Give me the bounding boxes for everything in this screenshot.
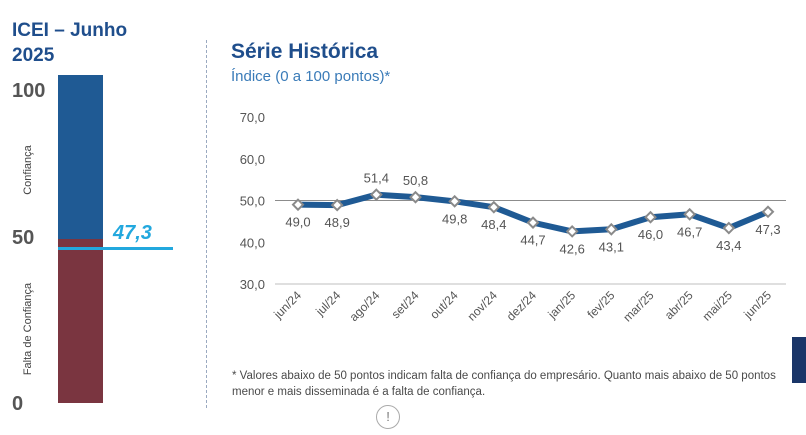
data-label: 46,7 xyxy=(677,224,702,239)
data-point xyxy=(369,188,383,202)
data-label: 48,4 xyxy=(481,217,506,232)
data-label: 49,8 xyxy=(442,211,467,226)
data-point xyxy=(761,205,775,219)
data-point xyxy=(448,194,462,208)
data-point xyxy=(644,210,657,224)
data-point xyxy=(565,224,579,238)
x-tick-label: mai/25 xyxy=(700,288,736,324)
data-point xyxy=(487,200,501,214)
gauge-value-label: 47,3 xyxy=(113,221,152,244)
footnote: * Valores abaixo de 50 pontos indicam fa… xyxy=(232,370,776,398)
x-tick-label: out/24 xyxy=(427,288,461,322)
gauge-confidence-label: Confiança xyxy=(22,145,34,195)
gauge-min-label: 0 xyxy=(12,393,24,415)
panel-divider xyxy=(206,40,207,408)
data-label: 48,9 xyxy=(325,215,350,230)
gauge-no-confidence-bar xyxy=(58,239,103,403)
panel-title: ICEI – Junho 2025 xyxy=(12,18,152,68)
panel-title-line2: 2025 xyxy=(12,45,55,66)
gauge-value-marker xyxy=(58,246,173,250)
y-tick-label: 60,0 xyxy=(240,152,265,167)
y-tick-label: 70,0 xyxy=(240,110,265,125)
data-point xyxy=(722,221,736,235)
x-tick-label: mar/25 xyxy=(620,288,657,325)
chart-subtitle: Índice (0 a 100 pontos)* xyxy=(231,68,391,85)
data-point xyxy=(409,190,422,204)
panel-title-line1: ICEI – Junho xyxy=(12,20,128,41)
data-label: 50,8 xyxy=(403,173,428,188)
gauge-confidence-bar xyxy=(58,75,103,239)
data-point xyxy=(683,207,697,221)
data-label: 51,4 xyxy=(364,171,389,186)
data-label: 49,0 xyxy=(285,215,310,230)
data-point xyxy=(291,198,305,212)
x-tick-label: jun/25 xyxy=(740,288,774,322)
x-tick-label: fev/25 xyxy=(584,288,617,321)
gauge-mid-label: 50 xyxy=(12,227,35,249)
x-tick-label: ago/24 xyxy=(347,288,383,324)
data-point xyxy=(330,198,344,212)
corner-accent xyxy=(792,337,806,383)
y-tick-label: 40,0 xyxy=(240,235,265,250)
data-label: 46,0 xyxy=(638,227,663,242)
x-tick-label: nov/24 xyxy=(465,288,501,324)
x-tick-label: jun/24 xyxy=(270,288,304,322)
x-tick-label: jan/25 xyxy=(545,288,579,322)
data-label: 43,4 xyxy=(716,238,741,253)
x-tick-label: set/24 xyxy=(389,288,422,321)
line-chart: 30,0 40,0 50,0 60,0 70,0 49,0 48,9 51,4 50,8 49,8… xyxy=(240,110,786,325)
data-label: 42,6 xyxy=(560,241,585,256)
x-tick-label: dez/24 xyxy=(504,288,540,324)
data-point xyxy=(526,216,540,230)
x-tick-label: jul/24 xyxy=(312,288,343,319)
data-label: 43,1 xyxy=(599,239,624,254)
y-tick-label: 30,0 xyxy=(240,277,265,292)
gauge-max-label: 100 xyxy=(12,80,46,102)
data-label: 44,7 xyxy=(520,233,545,248)
chart-title: Série Histórica xyxy=(231,40,379,63)
data-point xyxy=(604,222,618,236)
data-label: 47,3 xyxy=(755,222,780,237)
gauge-no-confidence-label: Falta de Confiança xyxy=(22,282,34,376)
info-icon[interactable]: ! xyxy=(376,405,400,429)
y-tick-label: 50,0 xyxy=(240,194,265,209)
x-tick-label: abr/25 xyxy=(662,288,696,322)
